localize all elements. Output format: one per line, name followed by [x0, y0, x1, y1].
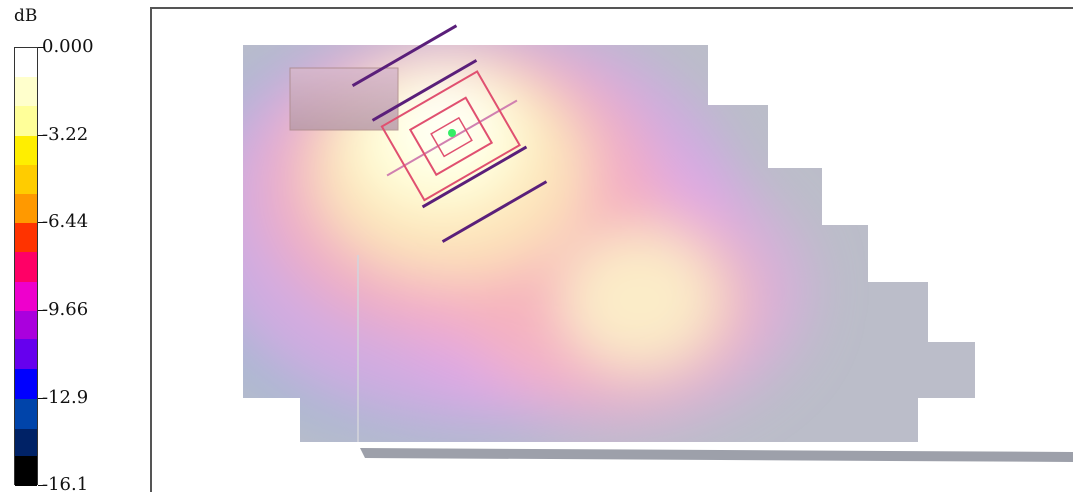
colorbar-tick-mark — [38, 134, 44, 136]
colorbar-swatch — [15, 281, 37, 312]
antenna-element — [380, 70, 521, 202]
colorbar-swatch — [15, 339, 37, 370]
antenna-array — [351, 24, 548, 243]
colorbar-swatch — [15, 456, 37, 487]
antenna-element — [408, 96, 494, 177]
antenna-element — [441, 180, 548, 243]
antenna-element — [351, 24, 458, 88]
box-object — [289, 67, 399, 131]
colorbar-swatch — [15, 310, 37, 340]
colorbar-swatch — [15, 77, 37, 107]
colorbar-swatch — [15, 164, 37, 195]
floor-strip — [360, 448, 1073, 462]
colorbar-tick-mark — [38, 397, 44, 399]
antenna-element — [386, 99, 518, 177]
colorbar-legend: dB 0.000 -3.22 -6.44 -9.66 -12.9 -16.1 — [0, 0, 140, 495]
colorbar-tick-label: -6.44 — [42, 211, 89, 233]
colorbar-swatch — [15, 252, 37, 283]
colorbar-swatch — [15, 194, 37, 224]
colorbar-swatch — [15, 135, 37, 166]
colorbar-swatch — [15, 398, 37, 430]
colorbar-tick-label: -12.9 — [42, 386, 89, 408]
colorbar-swatch — [15, 48, 37, 78]
colorbar — [14, 47, 38, 487]
colorbar-tick-label: -16.1 — [42, 474, 89, 495]
colorbar-tick-mark — [38, 222, 44, 224]
antenna-element — [421, 145, 528, 209]
colorbar-swatch — [15, 106, 37, 137]
colorbar-swatch — [15, 223, 37, 253]
colorbar-swatch — [15, 428, 37, 457]
colorbar-tick-mark — [38, 309, 44, 311]
colorbar-tick-label: 0.000 — [42, 36, 94, 57]
antenna-element — [430, 116, 473, 158]
antenna-element — [371, 59, 478, 122]
colorbar-tick-mark — [38, 485, 44, 486]
colorbar-tick-label: -3.22 — [42, 123, 89, 145]
plot-frame — [150, 7, 1073, 492]
colorbar-tick-mark — [38, 47, 44, 48]
colorbar-unit-label: dB — [14, 6, 38, 26]
colorbar-swatch — [15, 369, 37, 400]
colorbar-tick-label: -9.66 — [42, 298, 89, 320]
feed-point — [448, 129, 456, 137]
